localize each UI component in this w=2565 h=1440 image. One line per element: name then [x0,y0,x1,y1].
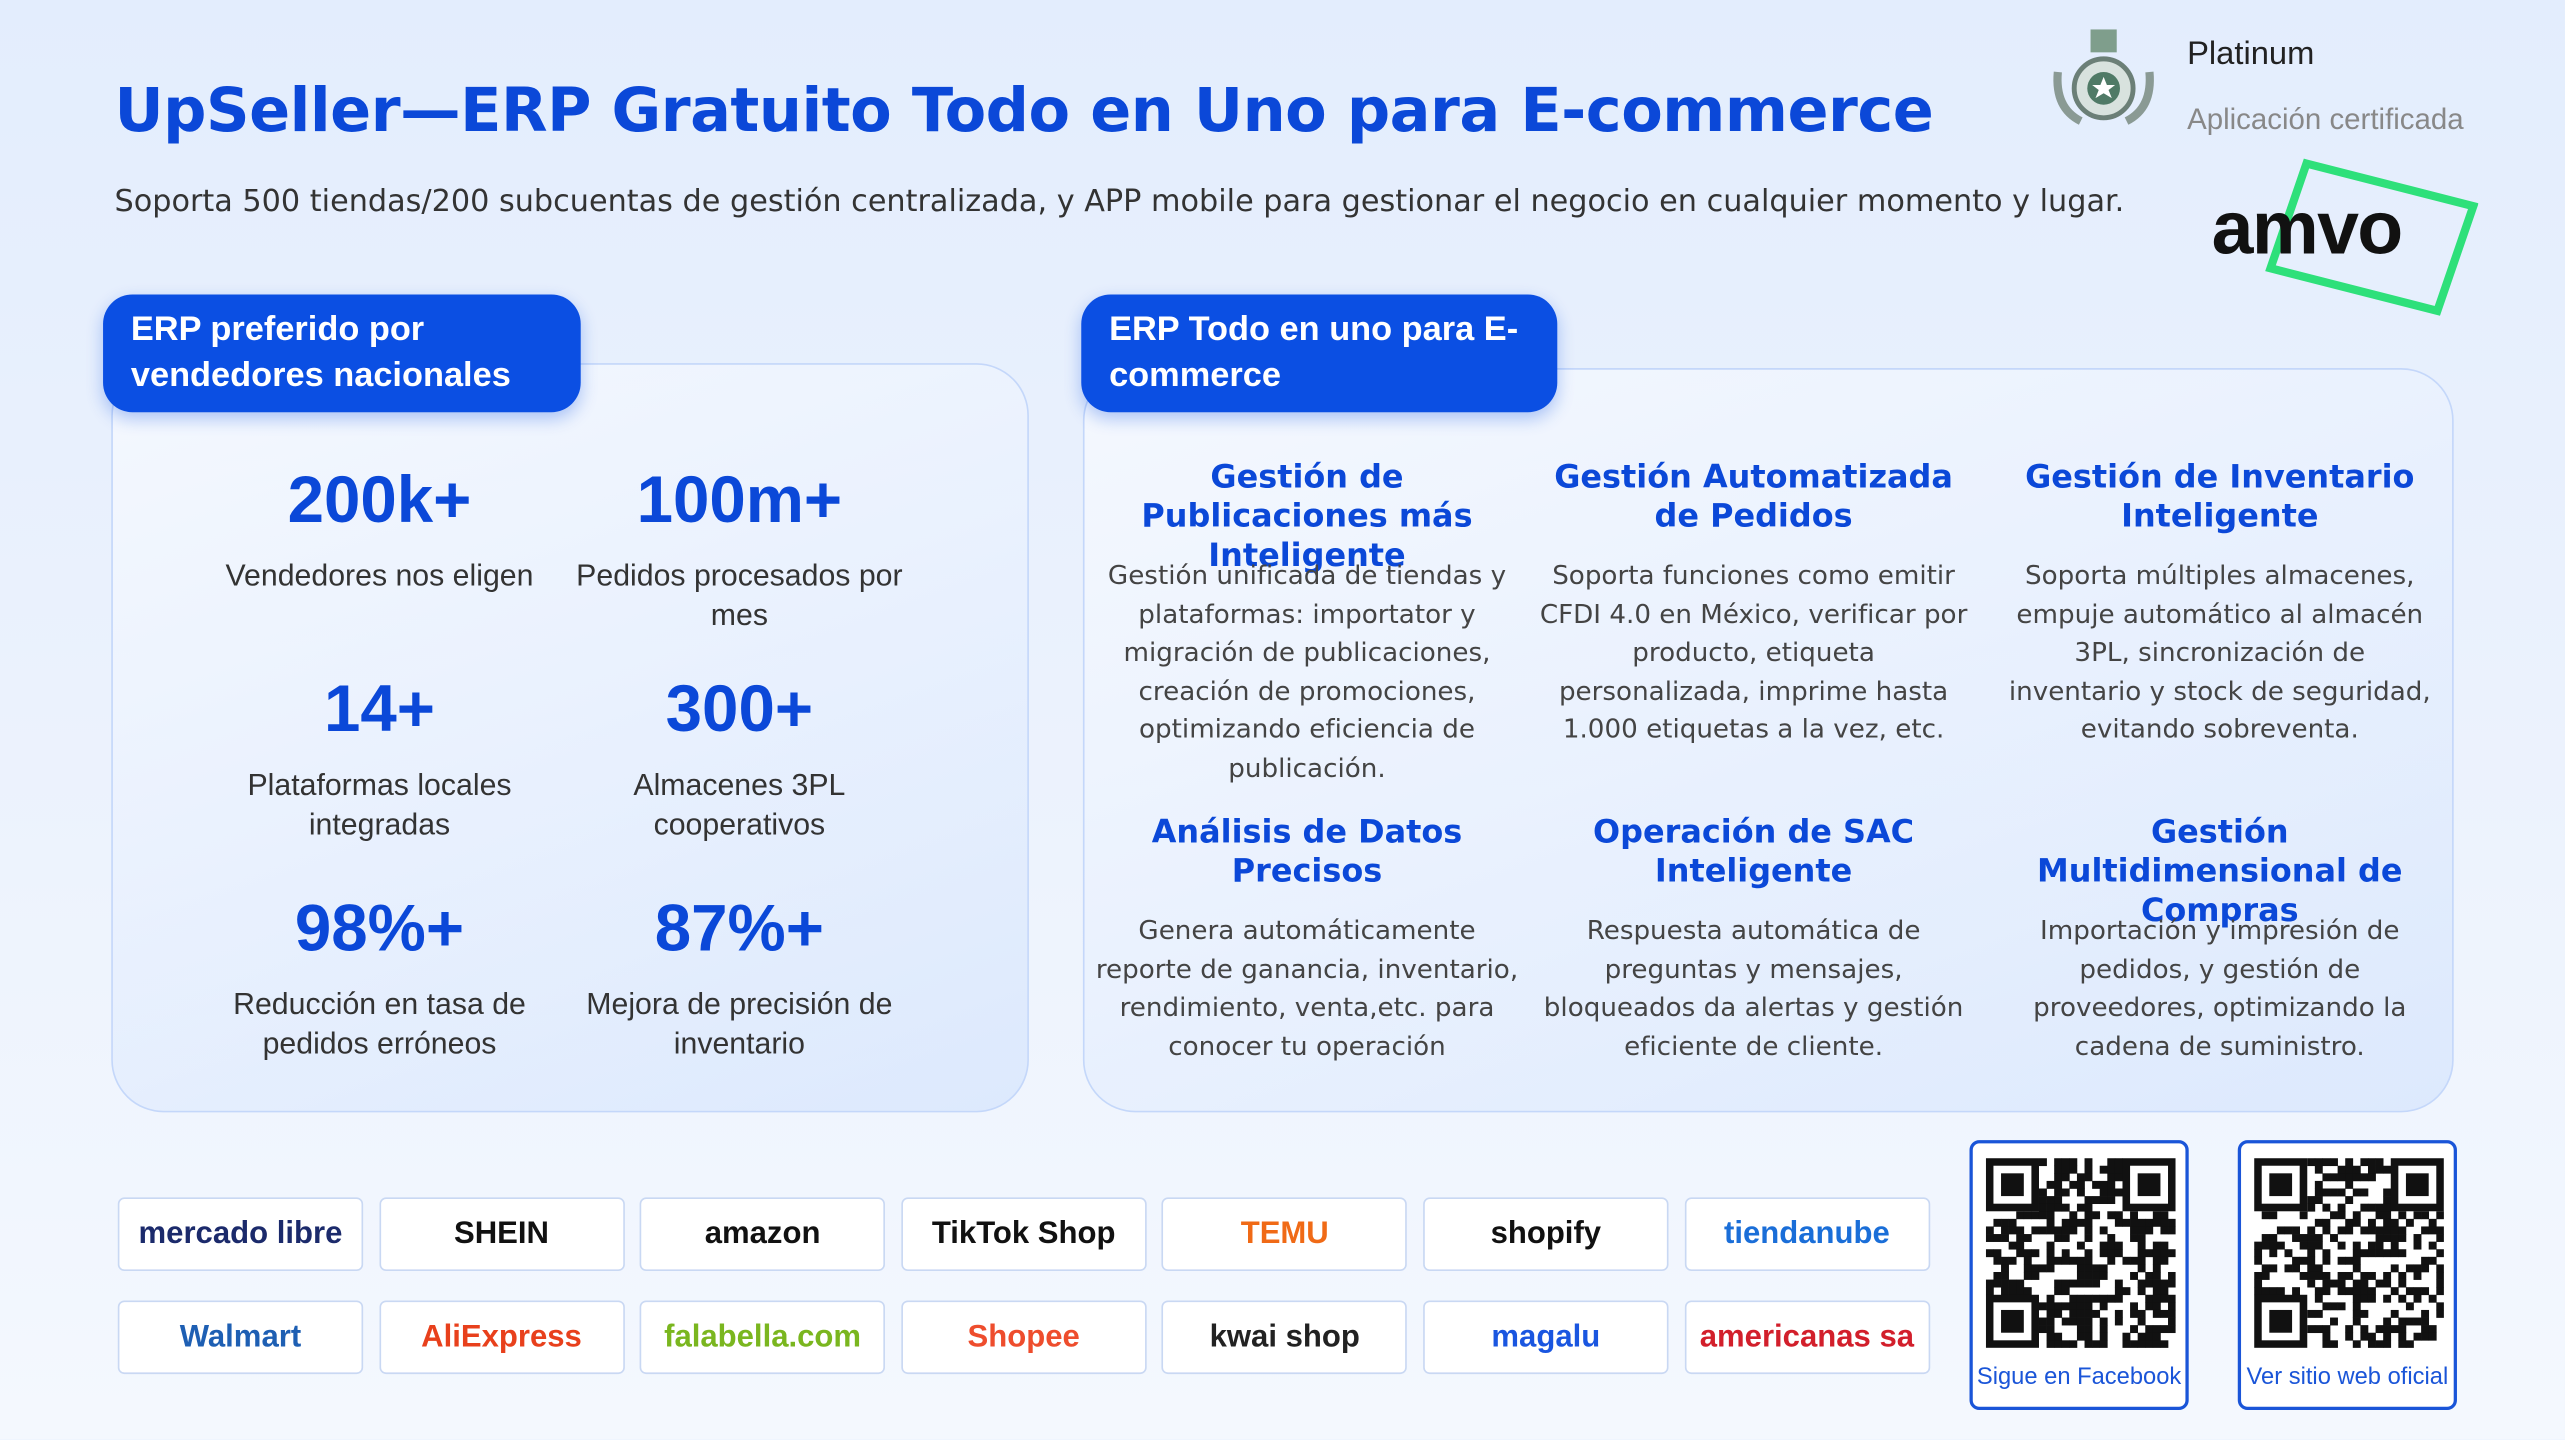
title: UpSeller—ERP Gratuito Todo en Uno para E… [114,75,1934,146]
stat-label: Mejora de precisión de inventario [586,986,893,1060]
stat-label: Reducción en tasa de pedidos erróneos [233,986,526,1060]
stat-value: 87%+ [654,893,824,966]
feature-title: Gestión Automatizada de Pedidos [1554,458,1953,535]
qr-code: Sigue en Facebook [1969,1140,2189,1411]
platform-logo: mercado libre [117,1197,364,1272]
subtitle: Soporta 500 tiendas/200 subcuentas de ge… [114,184,2125,220]
feature-title: Operación de SAC Inteligente [1593,812,1915,890]
stat-value: 200k+ [287,464,472,537]
stat-value: 98%+ [294,893,465,966]
feature-text: Importación y impresión de pedidos, y ge… [2033,914,2407,1062]
badge-tier: Platinum [2187,35,2315,72]
feature-text: Genera automáticamente reporte de gananc… [1095,914,1519,1062]
stat-value: 14+ [323,673,435,746]
stats-panel [111,363,1029,1113]
features-tab: ERP Todo en uno para E-commerce [1081,294,1558,413]
qr-label: Sigue en Facebook [1976,1364,2182,1391]
medal-icon [2053,29,2154,125]
platform-logo: americanas sa [1684,1300,1930,1375]
stat-label: Vendedores nos eligen [225,557,534,593]
stat-label: Plataformas locales integradas [247,767,512,841]
brand-frame [2265,158,2479,316]
feature-title: Gestión Multidimensional de Compras [2037,812,2403,930]
stat-label: Pedidos procesados por mes [576,557,903,632]
platform-logo: SHEIN [378,1197,625,1272]
stat-value: 100m+ [636,464,843,537]
feature-text: Soporta múltiples almacenes, empuje auto… [2008,559,2431,745]
feature-title: Gestión de Inventario Inteligente [2025,458,2415,535]
platform-logo: Shopee [900,1300,1147,1375]
platform-logo: tiendanube [1684,1197,1930,1272]
platform-logo: kwai shop [1162,1300,1408,1375]
platform-logo: AliExpress [378,1300,625,1375]
platform-logo: magalu [1423,1300,1669,1375]
feature-text: Soporta funciones como emitir CFDI 4.0 e… [1539,559,1968,745]
stats-tab: ERP preferido por vendedores nacionales [103,294,581,413]
brand-logo: amvo [2211,184,2404,270]
platform-logo: TikTok Shop [900,1197,1147,1272]
platform-logo: amazon [639,1197,886,1272]
feature-text: Gestión unificada de tiendas y plataform… [1107,559,1507,784]
platform-logo: shopify [1423,1197,1669,1272]
stat-label: Almacenes 3PL cooperativos [633,767,846,841]
feature-title: Análisis de Datos Precisos [1151,812,1463,890]
feature-text: Respuesta automática de preguntas y mens… [1543,914,1964,1062]
features-panel [1082,368,2454,1113]
feature-title: Gestión de Publicaciones más Inteligente [1141,458,1473,575]
qr-code: Ver sitio web oficial [2237,1140,2457,1411]
qr-label: Ver sitio web oficial [2246,1364,2449,1391]
qr-pattern [2254,1158,2444,1348]
platform-logo: TEMU [1162,1197,1408,1272]
stat-value: 300+ [665,673,814,746]
qr-pattern [1985,1158,2176,1348]
platform-logo: Walmart [117,1300,364,1375]
badge-label: Aplicación certificada [2187,103,2464,136]
platform-logo: falabella.com [639,1300,886,1375]
